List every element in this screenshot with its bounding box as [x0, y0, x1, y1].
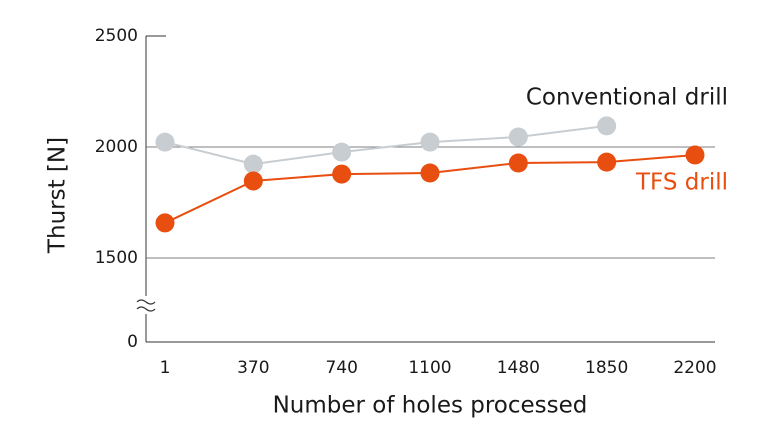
y-tick-label: 0 [127, 332, 138, 352]
x-tick-label: 1100 [408, 358, 451, 378]
data-point [243, 154, 263, 174]
data-point [243, 171, 263, 191]
data-point [155, 213, 175, 233]
data-point [420, 132, 440, 152]
data-point [332, 164, 352, 184]
x-tick-label: 2200 [673, 358, 716, 378]
x-axis-title: Number of holes processed [273, 393, 588, 419]
x-tick-label: 1480 [497, 358, 540, 378]
series-line [164, 124, 607, 166]
data-point [155, 132, 175, 152]
y-tick-label: 2000 [95, 137, 138, 157]
data-point [685, 145, 705, 165]
y-tick-label: 2500 [95, 26, 138, 46]
x-tick-label: 1850 [585, 358, 628, 378]
data-point [597, 152, 617, 172]
axis-break [136, 299, 156, 312]
x-tick-label: 740 [325, 358, 357, 378]
x-tick-label: 1 [160, 358, 171, 378]
y-axis-title: Thurst [N] [45, 137, 71, 254]
x-tick-label: 370 [237, 358, 269, 378]
data-point [420, 163, 440, 183]
series-label: TFS drill [635, 169, 728, 195]
data-point [508, 153, 528, 173]
data-point [597, 116, 617, 136]
data-point [332, 142, 352, 162]
data-point [508, 127, 528, 147]
y-tick-label: 1500 [95, 248, 138, 268]
series-label: Conventional drill [526, 84, 728, 110]
